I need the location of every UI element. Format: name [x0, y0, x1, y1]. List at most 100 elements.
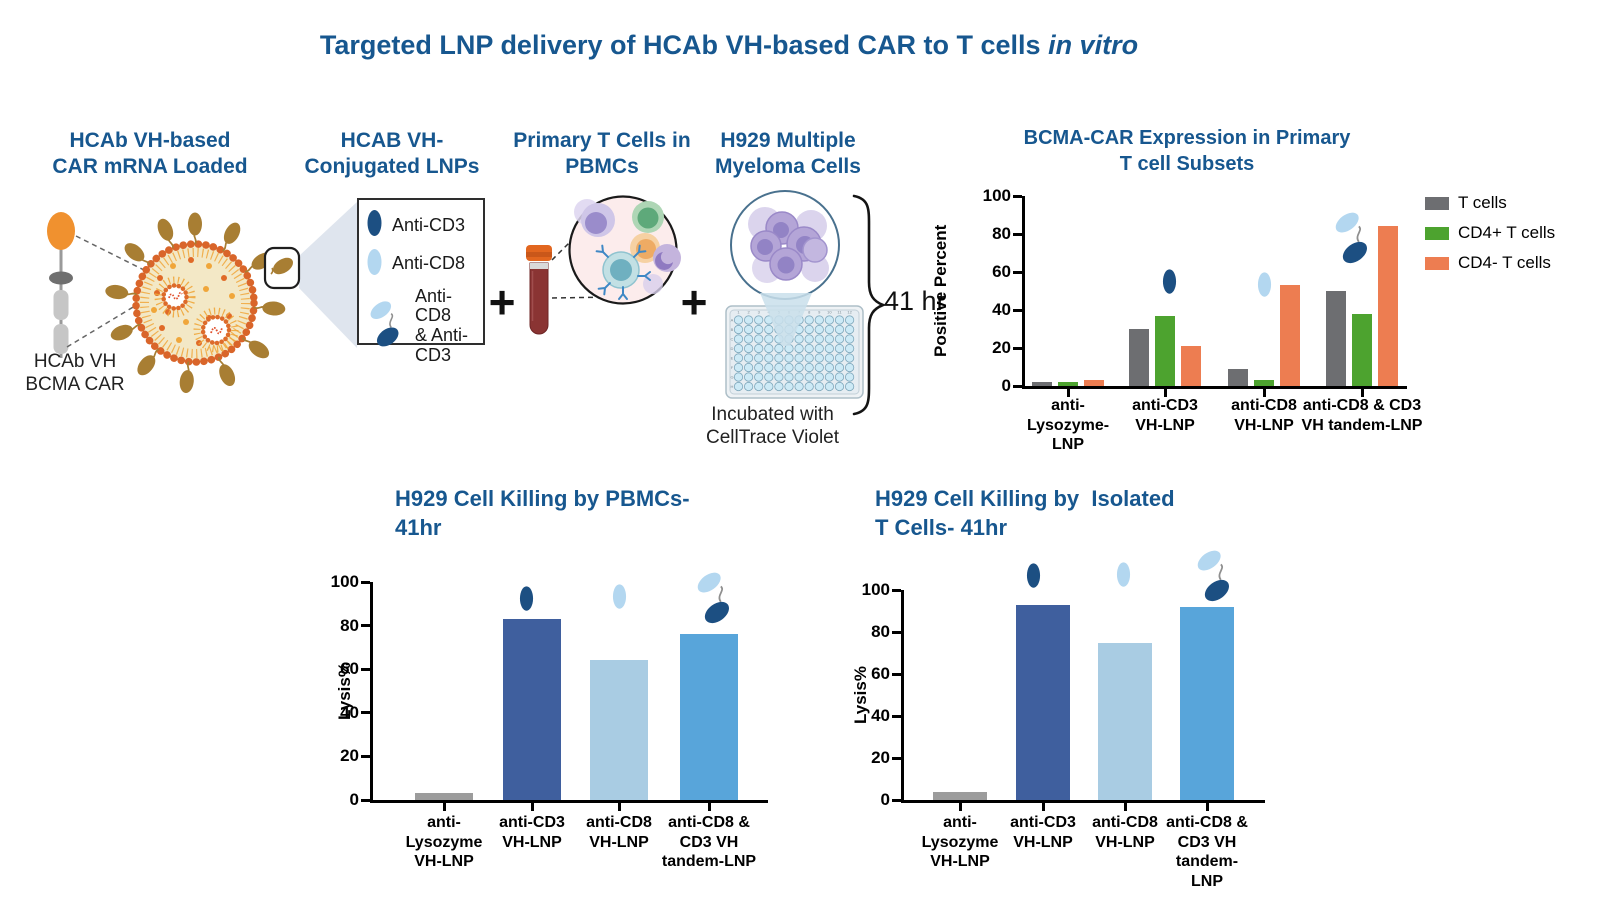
y-tick-mark — [1013, 346, 1022, 350]
bar — [1155, 315, 1175, 386]
pbmc-heading: Primary T Cells in PBMCs — [513, 129, 691, 179]
y-tick-label: 0 — [1001, 376, 1011, 395]
tandem-ligand-icon-holder — [692, 570, 738, 631]
bar — [1016, 604, 1070, 800]
x-category-label: anti-CD8 & CD3 VH tandem-LNP — [1301, 397, 1423, 434]
bar — [933, 791, 987, 800]
page-title-italic: in vitro — [1048, 30, 1139, 60]
x-tick-mark — [1123, 803, 1127, 811]
incubation-time-label: 41 hr — [884, 286, 946, 316]
bar — [1129, 329, 1149, 386]
y-tick-mark — [892, 588, 901, 592]
svg-text:2: 2 — [747, 310, 750, 315]
x-category-label: anti-CD3 VH-LNP — [1010, 814, 1076, 851]
h929-killing-pbmc-chart: H929 Cell Killing by PBMCs- 41hr Lysis% … — [330, 485, 800, 910]
legend-swatch — [1425, 196, 1449, 210]
anti-cd8-ligand-icon-holder — [612, 583, 627, 615]
x-tick-mark — [617, 803, 621, 811]
legend-item: CD4+ T cells — [1425, 223, 1555, 243]
page-title: Targeted LNP delivery of HCAb VH-based C… — [0, 30, 1458, 61]
y-tick-label: 80 — [871, 622, 890, 641]
y-tick-mark — [892, 630, 901, 634]
bar — [1084, 380, 1104, 386]
ligand-legend-row: Anti-CD3 — [366, 209, 476, 242]
x-category-label: anti-CD3 VH-LNP — [1132, 397, 1198, 434]
mrna-pocket-icon — [193, 307, 239, 353]
bar — [680, 634, 738, 800]
y-tick-label: 60 — [871, 664, 890, 683]
lnp-illustration — [47, 202, 357, 394]
anti-cd8-ligand-icon — [366, 248, 383, 281]
bar — [1058, 382, 1078, 386]
x-category-label: anti- Lysozyme VH-LNP — [405, 814, 483, 871]
ligand-legend-heading: HCAB VH- Conjugated LNPs — [304, 129, 480, 179]
y-tick-mark — [892, 756, 901, 760]
x-tick-mark — [1262, 389, 1266, 397]
h929-killing-tcells-chart: H929 Cell Killing by Isolated T Cells- 4… — [840, 485, 1320, 910]
bar — [415, 793, 473, 800]
bcma-car-expression-chart: BCMA-CAR Expression in Primary T cell Su… — [930, 125, 1570, 470]
anti-cd8-ligand-icon — [1116, 561, 1130, 587]
y-tick-mark — [1013, 194, 1022, 198]
x-tick-mark — [1163, 389, 1167, 397]
anti-cd3-ligand-icon — [367, 210, 382, 236]
y-tick-label: 20 — [340, 746, 359, 766]
svg-text:D: D — [731, 346, 734, 351]
y-tick-label: 60 — [992, 262, 1011, 281]
y-tick-label: 80 — [340, 615, 359, 635]
tandem-ligand-icon — [370, 301, 399, 347]
ligand-callout-icon — [263, 246, 301, 290]
tandem-ligand-icon — [697, 572, 730, 624]
svg-text:10: 10 — [827, 310, 832, 315]
tandem-ligand-icon-holder — [1192, 548, 1238, 609]
bar — [1326, 291, 1346, 386]
y-tick-label: 20 — [992, 338, 1011, 357]
svg-text:C: C — [731, 337, 734, 342]
tandem-ligand-icon — [366, 299, 406, 354]
chart-legend: T cells CD4+ T cells CD4- T cells — [1425, 193, 1555, 283]
ligand-legend-row: Anti-CD8 & Anti- CD3 — [366, 286, 476, 366]
pbmc-circle-illustration — [568, 195, 681, 305]
vh-ligands — [105, 212, 286, 394]
x-category-label: anti- Lysozyme VH-LNP — [921, 814, 999, 871]
svg-text:E: E — [731, 356, 734, 361]
svg-text:9: 9 — [818, 310, 821, 315]
bar — [503, 619, 561, 800]
legend-item: T cells — [1425, 193, 1555, 213]
y-tick-label: 80 — [992, 224, 1011, 243]
bar — [590, 660, 648, 800]
h929-heading: H929 Multiple Myeloma Cells — [715, 129, 861, 179]
ligand-label: Anti-CD8 — [392, 253, 466, 274]
anti-cd3-ligand-icon — [1026, 562, 1040, 588]
y-tick-label: 40 — [871, 706, 890, 725]
y-tick-label: 100 — [861, 580, 890, 599]
x-category-label: anti-CD3 VH-LNP — [499, 814, 565, 851]
anti-cd8-ligand-icon — [1257, 271, 1271, 297]
svg-text:3: 3 — [758, 310, 761, 315]
x-tick-mark — [1066, 389, 1070, 397]
legend-swatch — [1425, 226, 1449, 240]
bar — [1228, 368, 1248, 386]
x-tick-mark — [1041, 803, 1045, 811]
y-tick-mark — [361, 711, 370, 715]
anti-cd3-ligand-icon — [519, 585, 533, 611]
anti-cd3-ligand-icon-holder — [1162, 268, 1177, 300]
y-tick-mark — [1013, 270, 1022, 274]
legend-item: CD4- T cells — [1425, 253, 1555, 273]
lipid-dots — [151, 257, 235, 346]
h929-cells-illustration — [730, 190, 840, 300]
y-tick-label: 100 — [982, 186, 1011, 205]
zoom-wedge — [299, 202, 357, 348]
bar — [1352, 313, 1372, 386]
y-tick-mark — [361, 580, 370, 584]
y-tick-mark — [361, 798, 370, 802]
ligand-label: Anti-CD3 — [392, 214, 466, 235]
y-tick-mark — [892, 798, 901, 802]
anti-cd8-ligand-icon — [367, 248, 382, 275]
mrna-pocket-icon — [154, 276, 196, 318]
y-tick-mark — [1013, 232, 1022, 236]
anti-cd3-ligand-icon — [1162, 268, 1176, 294]
ligand-legend-box: Anti-CD3 Anti-CD8 Anti-CD8 & Anti- CD3 — [357, 198, 485, 365]
bar — [1280, 285, 1300, 386]
y-tick-label: 0 — [880, 790, 890, 809]
